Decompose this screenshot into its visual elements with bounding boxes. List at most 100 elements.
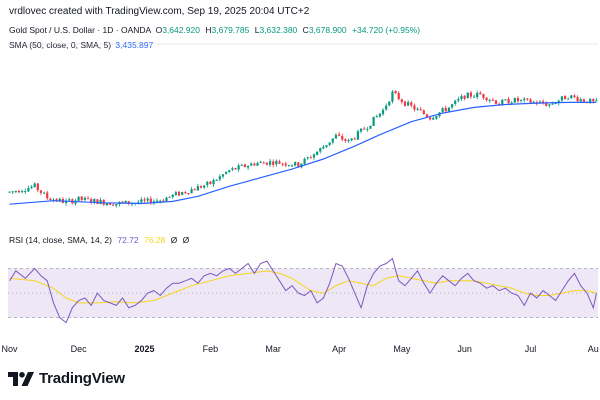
candle	[479, 91, 482, 95]
candle-body	[429, 117, 432, 120]
candle-body	[215, 179, 218, 181]
candle	[344, 138, 347, 143]
candle-body	[99, 199, 102, 204]
candle	[337, 131, 341, 137]
x-tick-label: Apr	[332, 344, 346, 354]
candle-body	[278, 161, 281, 164]
symbol-title[interactable]: Gold Spot / U.S. Dollar · 1D · OANDA	[9, 25, 152, 35]
candle-body	[187, 193, 190, 195]
candle	[225, 171, 228, 175]
rsi-pane[interactable]	[8, 257, 598, 324]
candle	[472, 94, 476, 98]
candle-body	[488, 99, 491, 101]
candle	[61, 197, 65, 204]
candle	[306, 156, 309, 161]
candle-body	[193, 189, 196, 191]
candle	[262, 161, 265, 164]
candle	[460, 94, 463, 102]
candle	[174, 190, 177, 196]
candle-body	[112, 204, 115, 206]
candle-body	[303, 158, 306, 164]
candle	[356, 129, 360, 141]
candle-body	[454, 100, 457, 104]
candle-body	[243, 164, 247, 167]
candle-body	[159, 200, 162, 202]
candle-body	[498, 103, 501, 105]
candle-body	[397, 93, 400, 100]
rsi-label[interactable]: RSI (14, close, SMA, 14, 2)	[9, 235, 112, 245]
candle	[435, 115, 438, 121]
candle	[570, 95, 573, 99]
candle	[347, 138, 350, 143]
candle	[494, 100, 498, 105]
candle	[328, 142, 331, 147]
tradingview-brand[interactable]: TradingView	[8, 370, 125, 387]
candle-body	[234, 168, 237, 170]
candle	[159, 199, 162, 204]
candle-body	[501, 99, 504, 105]
candle-body	[378, 113, 381, 117]
candle	[265, 162, 269, 166]
candle-body	[86, 198, 90, 200]
candle	[171, 194, 174, 199]
candle-body	[375, 116, 378, 118]
candle-body	[143, 199, 146, 201]
candle-body	[366, 128, 369, 130]
candle-body	[165, 197, 168, 202]
time-axis[interactable]: Nov Dec 2025 Feb Mar Apr May Jun Jul Au	[2, 344, 599, 354]
candle-body	[155, 200, 159, 202]
candle	[526, 98, 529, 101]
candle-body	[184, 192, 187, 194]
candle-body	[80, 196, 83, 200]
candle	[488, 98, 491, 103]
x-tick-label: Au	[588, 344, 599, 354]
candle	[24, 188, 27, 195]
candle	[11, 191, 14, 195]
candle	[466, 92, 469, 99]
candle	[369, 125, 372, 130]
rsi-value: 72.72	[117, 235, 139, 245]
candle-body	[422, 110, 425, 115]
candle-body	[77, 196, 80, 201]
candle-body	[225, 172, 228, 174]
price-pane[interactable]	[8, 43, 598, 208]
candle-body	[341, 136, 344, 140]
candle-body	[312, 154, 316, 158]
high-value: 3,679.785	[211, 25, 250, 35]
candle-body	[297, 162, 300, 167]
candle-body	[149, 198, 152, 204]
candle-body	[391, 91, 394, 102]
candle-body	[14, 191, 17, 193]
candle-body	[275, 160, 278, 165]
candle	[212, 178, 215, 187]
candle-body	[237, 165, 240, 170]
candle	[485, 97, 488, 102]
rsi-band	[8, 268, 598, 318]
candle-body	[356, 131, 360, 140]
candle	[403, 100, 407, 107]
low-key: L	[254, 25, 260, 35]
close-value: 3,678.900	[308, 25, 347, 35]
candle	[353, 137, 356, 140]
candle-body	[115, 204, 118, 206]
candle	[545, 101, 548, 107]
candle	[112, 203, 115, 206]
candle	[513, 97, 516, 103]
x-tick-label: May	[393, 344, 411, 354]
candle-body	[231, 168, 234, 170]
candle	[49, 197, 52, 201]
candle	[77, 196, 80, 202]
close-key: C	[302, 25, 309, 35]
candle-body	[146, 198, 149, 201]
x-tick-label: Jul	[525, 344, 537, 354]
candle-body	[331, 138, 334, 143]
candle-body	[476, 92, 479, 98]
candle-body	[287, 165, 290, 167]
candle	[177, 190, 181, 197]
candle	[237, 163, 240, 172]
candle	[246, 165, 250, 170]
sma-label[interactable]: SMA (50, close, 0, SMA, 5)	[9, 40, 112, 50]
candle	[334, 132, 338, 139]
candle	[140, 197, 143, 204]
